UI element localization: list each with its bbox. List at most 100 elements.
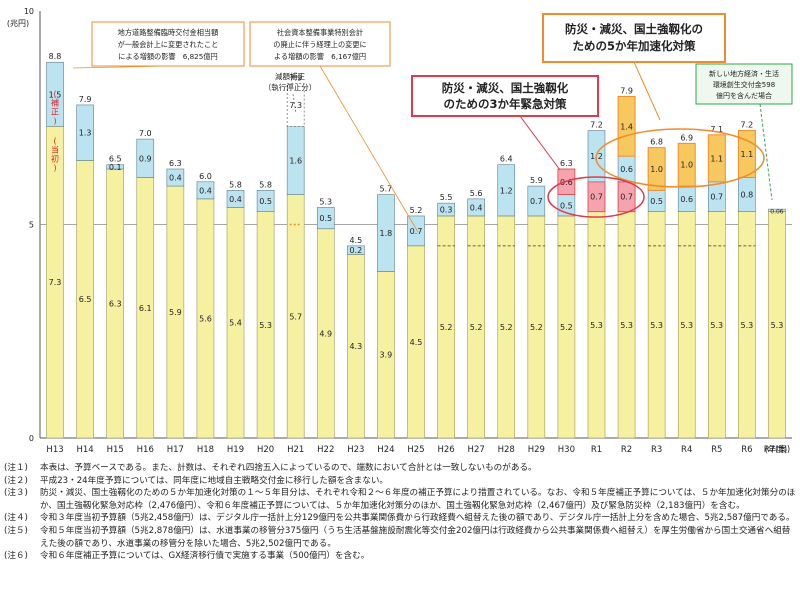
- bar-total-label: 7.0: [139, 129, 152, 138]
- x-tick-label: H14: [77, 445, 94, 455]
- bar-total-label: 7.1: [710, 125, 723, 134]
- bar-hosei: [497, 164, 516, 217]
- bar-total-label: 6.9: [680, 133, 693, 142]
- bar-hosei-label: 0.4: [229, 195, 242, 204]
- bar-total-label: 7.9: [79, 95, 92, 104]
- bar-kinkyu-label: 0.6: [560, 178, 573, 187]
- x-tick-label: H23: [347, 445, 364, 455]
- bar-genkaku-label: 7.3: [289, 101, 302, 110]
- public-works-budget-chart: 0 5 10 (兆円) (年度) 7.3 1.5 8.8 H13 6.5 1.3 7.9 H14 6.3 0…: [7, 7, 793, 455]
- x-tick-label: H30: [558, 445, 575, 455]
- bar-tosho-label: 7.3: [49, 278, 62, 287]
- legend-tosho-label: (当初): [51, 136, 59, 172]
- bar-total-label: 6.3: [169, 159, 182, 168]
- bar-hosei: [316, 207, 335, 230]
- bar-tosho-label: 5.7: [289, 312, 302, 321]
- bar-kasokuka: [677, 142, 696, 187]
- bar-tosho-label: 6.1: [139, 304, 152, 313]
- genkaku-pointer: [292, 93, 297, 114]
- bar-tosho-label: 5.3: [710, 321, 723, 330]
- bar-total-label: 5.7: [380, 185, 393, 194]
- x-tick-label: H17: [167, 445, 184, 455]
- bar-hosei-label: 0.4: [199, 186, 212, 195]
- annotation-pointer-2: [319, 65, 419, 233]
- bar-tosho-label: 5.2: [500, 323, 513, 332]
- bar-kasokuka: [707, 134, 726, 183]
- callout-5year-text: 防災・減災、国土強靱化のための5か年加速化対策: [565, 22, 703, 53]
- bar-tosho-label: 6.5: [79, 295, 92, 304]
- legend-hosei-label: (補正): [51, 89, 59, 125]
- bar-tosho-label: 5.4: [229, 319, 242, 328]
- bar-tosho-label: 5.3: [650, 321, 663, 330]
- x-tick-label: H19: [227, 445, 244, 455]
- bar-kasokuka-label: 1.0: [650, 165, 663, 174]
- bar-total-label: 6.5: [109, 155, 122, 164]
- x-tick-label: H29: [528, 445, 545, 455]
- bar-hosei: [527, 185, 546, 217]
- bar-hosei: [467, 198, 485, 217]
- bar-tosho-label: 5.6: [199, 314, 212, 323]
- bar-tosho-label: 5.3: [259, 321, 272, 330]
- bar-total-label: 6.0: [199, 172, 212, 181]
- green-note-text: 新しい地方経済・生活環境創生交付金598 億円を含んだ場合: [709, 69, 779, 100]
- green-note-box: [695, 63, 793, 105]
- bar-total-label: 5.2: [410, 206, 423, 215]
- x-tick-label: R3: [651, 445, 662, 455]
- bar-total-label: 7.2: [741, 121, 754, 130]
- bar-hosei-label: 0.2: [349, 246, 362, 255]
- x-unit-label: (年度): [765, 444, 787, 454]
- y-tick-label: 10: [24, 7, 34, 16]
- footnote: (注５) 令和５年度当初予算額（5兆2,878億円）は、水道事業の移管分375億円…: [4, 525, 791, 549]
- bar-total-label: 5.3: [319, 197, 332, 206]
- bar-kinkyu-label: 0.7: [620, 193, 633, 202]
- bar-total-label: 6.4: [500, 155, 513, 164]
- callout-5year-ellipse: [595, 128, 765, 188]
- bar-tosho-label: 4.3: [349, 342, 362, 351]
- bar-tosho-label: 5.2: [470, 323, 483, 332]
- annotation-box-1: [91, 21, 245, 67]
- bar-kasokuka-label: 1.4: [620, 122, 633, 131]
- bar-hosei-label: 0.8: [741, 191, 754, 200]
- x-tick-label: H28: [498, 445, 515, 455]
- bar-total-label: 7.9: [620, 86, 633, 95]
- footnote: (注３) 防災・減災、国土強靱化のための５か年加速化対策の１～５年目分は、それぞれ…: [4, 488, 796, 511]
- bar-hosei-label: 0.7: [710, 193, 723, 202]
- callout-5year-pointer: [633, 61, 661, 121]
- bar-hosei: [106, 164, 124, 170]
- footnote: (注２) 平成23・24年度予算については、同年度に地域自主戦略交付金に移行した額…: [4, 475, 389, 486]
- bar-hosei-label: 0.7: [530, 197, 543, 206]
- x-tick-label: R7(案): [764, 444, 790, 455]
- bar-hosei-label: 0.1: [109, 163, 122, 172]
- x-tick-label: R4: [681, 445, 692, 455]
- x-tick-label: H21: [287, 445, 304, 455]
- bar-hosei-label: 1.5: [49, 90, 62, 99]
- bar-total-label: 6.8: [650, 138, 663, 147]
- callout-3year-ellipse: [547, 176, 645, 218]
- bar-hosei: [347, 245, 365, 255]
- bar-hosei-label: 0.3: [440, 206, 453, 215]
- bar-kasokuka: [617, 95, 636, 157]
- x-tick-label: H15: [107, 445, 124, 455]
- bar-hosei-label: 0.5: [319, 214, 332, 223]
- genkaku-annotation: 減額補正（執行停止分）: [264, 71, 317, 92]
- bar-hosei-label: 1.6: [289, 156, 302, 165]
- annotation-box-2: [249, 21, 391, 67]
- bar-kasokuka: [647, 147, 666, 191]
- x-tick-label: R5: [711, 445, 722, 455]
- footnotes: (注１) 本表は、予算ベースである。また、計数は、それぞれ四捨五入によっているので…: [4, 462, 796, 563]
- bar-total-label: 5.9: [530, 176, 543, 185]
- bar-total-label: 8.8: [49, 52, 62, 61]
- bar-hosei: [256, 190, 275, 212]
- bar-kasokuka-label: 1.1: [710, 154, 723, 163]
- bar-tosho-label: 5.3: [771, 321, 784, 330]
- bar-total-label: 5.6: [470, 189, 483, 198]
- bar-tosho-label: 5.3: [680, 321, 693, 330]
- bar-tosho-label: 6.3: [109, 299, 122, 308]
- footnote: (注４) 令和３年度当初予算額（5兆2,458億円）は、デジタル庁一括計上分129…: [4, 513, 795, 524]
- x-tick-label: H18: [197, 445, 214, 455]
- bar-hosei-label: 0.5: [560, 201, 573, 210]
- x-tick-label: H20: [257, 445, 274, 455]
- y-tick-label: 0: [29, 434, 34, 443]
- bar-tosho-label: 5.2: [530, 323, 543, 332]
- bar-hosei: [76, 104, 94, 161]
